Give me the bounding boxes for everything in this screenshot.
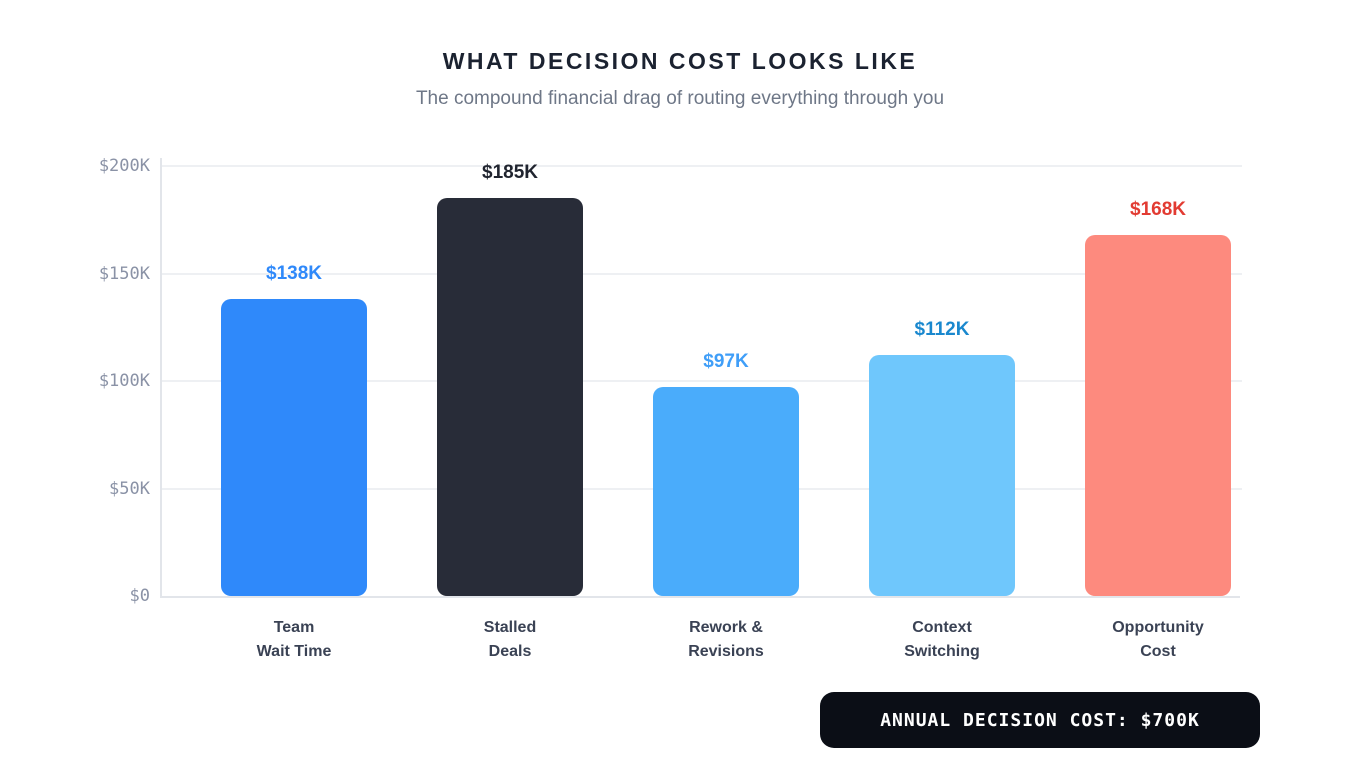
y-axis-tick-label: $0 <box>129 586 150 606</box>
x-axis-category-label: Team Wait Time <box>256 619 332 660</box>
bar-value-label: $138K <box>266 263 322 285</box>
annual-cost-badge-label: ANNUAL DECISION COST: $700K <box>880 709 1200 731</box>
y-axis-tick-label: $50K <box>109 478 150 499</box>
bar-value-label: $185K <box>482 162 538 184</box>
x-axis-category-label: Opportunity Cost <box>1112 619 1204 660</box>
y-axis-tick-label: $200K <box>98 156 150 176</box>
y-axis-tick-label: $100K <box>98 371 150 391</box>
bar-value-label: $97K <box>703 351 749 373</box>
chart-subtitle: The compound financial drag of routing e… <box>415 88 945 109</box>
chart-title: WHAT DECISION COST LOOKS LIKE <box>442 48 918 74</box>
plot-area: $0 $50K $100K $150K $200K $138K Team Wait Time… <box>99 156 1242 660</box>
bar <box>869 355 1015 596</box>
bar-value-label: $168K <box>1130 198 1186 220</box>
bar <box>653 387 799 596</box>
bar <box>221 299 367 596</box>
y-axis-tick-label: $150K <box>98 263 150 284</box>
x-axis-category-label: Rework & Revisions <box>688 619 764 660</box>
gridline <box>162 165 1242 167</box>
annual-cost-badge: ANNUAL DECISION COST: $700K <box>820 692 1260 748</box>
x-axis-category-label: Stalled Deals <box>483 619 537 660</box>
gridline <box>162 380 1242 382</box>
x-axis-category-label: Context Switching <box>904 619 980 660</box>
bar-value-label: $112K <box>914 319 970 341</box>
gridline <box>162 272 1242 275</box>
bar <box>1085 234 1231 596</box>
bar <box>437 198 583 596</box>
